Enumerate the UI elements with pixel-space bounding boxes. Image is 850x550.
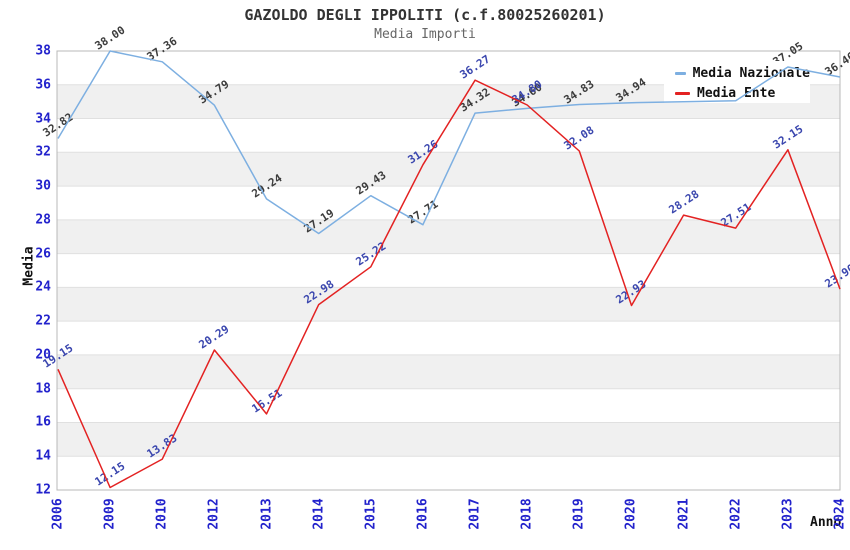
x-tick-label-2006: 2006 <box>50 498 66 530</box>
y-tick-label: 34 <box>35 111 51 127</box>
point-label-media-ente-2022: 27.51 <box>718 200 754 230</box>
x-tick-label-2022: 2022 <box>728 498 744 530</box>
y-tick-label: 38 <box>35 43 51 59</box>
x-tick-label-2017: 2017 <box>467 498 483 530</box>
point-label-media-ente-2017: 36.27 <box>457 52 493 82</box>
point-label-media-ente-2014: 22.98 <box>301 277 337 307</box>
y-tick-label: 28 <box>35 212 51 228</box>
x-tick-label-2021: 2021 <box>676 498 692 530</box>
y-tick-label: 22 <box>35 313 51 329</box>
point-label-media-ente-2019: 32.08 <box>561 123 597 153</box>
x-tick-label-2024: 2024 <box>832 498 848 530</box>
y-tick-label: 12 <box>35 482 51 498</box>
media-nazionale-line-swatch <box>675 71 686 75</box>
y-tick-label: 32 <box>35 144 51 160</box>
point-label-media-nazionale-2020: 34.94 <box>614 75 649 105</box>
point-label-media-ente-2021: 28.28 <box>666 187 702 217</box>
point-label-media-nazionale-2014: 27.19 <box>301 206 337 235</box>
legend-label-media-ente: Media Ente <box>697 85 776 101</box>
legend: Media Nazionale Media Ente <box>664 61 810 103</box>
x-tick-label-2012: 2012 <box>206 498 222 530</box>
point-label-media-nazionale-2015: 29.43 <box>353 168 389 198</box>
legend-item-media-ente: Media Ente <box>664 83 810 103</box>
x-tick-label-2016: 2016 <box>415 498 431 530</box>
point-label-media-ente-2013: 16.51 <box>249 386 284 416</box>
x-tick-label-2019: 2019 <box>571 498 587 530</box>
x-tick-label-2020: 2020 <box>623 498 639 530</box>
y-tick-label: 20 <box>35 347 51 363</box>
point-label-media-ente-2024: 23.90 <box>822 261 850 291</box>
point-label-media-nazionale-2024: 36.46 <box>822 49 850 79</box>
point-label-media-nazionale-2019: 34.83 <box>561 77 597 106</box>
point-label-media-nazionale-2013: 29.24 <box>249 171 284 201</box>
x-tick-label-2010: 2010 <box>154 498 170 530</box>
y-tick-label: 16 <box>35 414 51 430</box>
y-tick-label: 18 <box>35 381 51 397</box>
point-label-media-ente-2023: 32.15 <box>770 122 806 152</box>
y-tick-label: 14 <box>35 448 51 464</box>
point-label-media-nazionale-2012: 34.79 <box>196 77 232 107</box>
point-label-media-ente-2010: 13.83 <box>144 431 180 461</box>
chart-subtitle: Media Importi <box>374 27 476 42</box>
x-tick-label-2013: 2013 <box>259 498 275 530</box>
legend-item-media-nazionale: Media Nazionale <box>664 63 810 83</box>
point-label-media-ente-2016: 31.26 <box>405 137 441 167</box>
y-tick-label: 30 <box>35 178 51 194</box>
x-tick-label-2015: 2015 <box>363 498 379 530</box>
x-tick-label-2018: 2018 <box>519 498 535 530</box>
point-label-media-ente-2009: 12.15 <box>92 459 128 489</box>
point-label-media-ente-2006: 19.15 <box>40 341 76 371</box>
point-label-media-ente-2012: 20.29 <box>196 322 232 352</box>
y-tick-label: 26 <box>35 246 51 262</box>
legend-label-media-nazionale: Media Nazionale <box>692 65 810 81</box>
y-tick-label: 36 <box>35 77 51 93</box>
x-tick-label-2009: 2009 <box>102 498 118 530</box>
media-ente-line-swatch <box>675 91 690 95</box>
x-tick-label-2014: 2014 <box>311 498 327 530</box>
x-tick-label-2023: 2023 <box>780 498 796 530</box>
point-label-media-ente-2015: 25.22 <box>353 239 389 269</box>
point-label-media-nazionale-2017: 34.32 <box>457 85 493 115</box>
y-tick-label: 24 <box>35 279 51 295</box>
point-label-media-nazionale-2016: 27.71 <box>405 197 441 227</box>
point-label-media-ente-2020: 22.93 <box>614 277 649 307</box>
x-axis-title: Anno <box>810 515 842 530</box>
chart-title: GAZOLDO DEGLI IPPOLITI (c.f.80025260201) <box>244 6 606 24</box>
